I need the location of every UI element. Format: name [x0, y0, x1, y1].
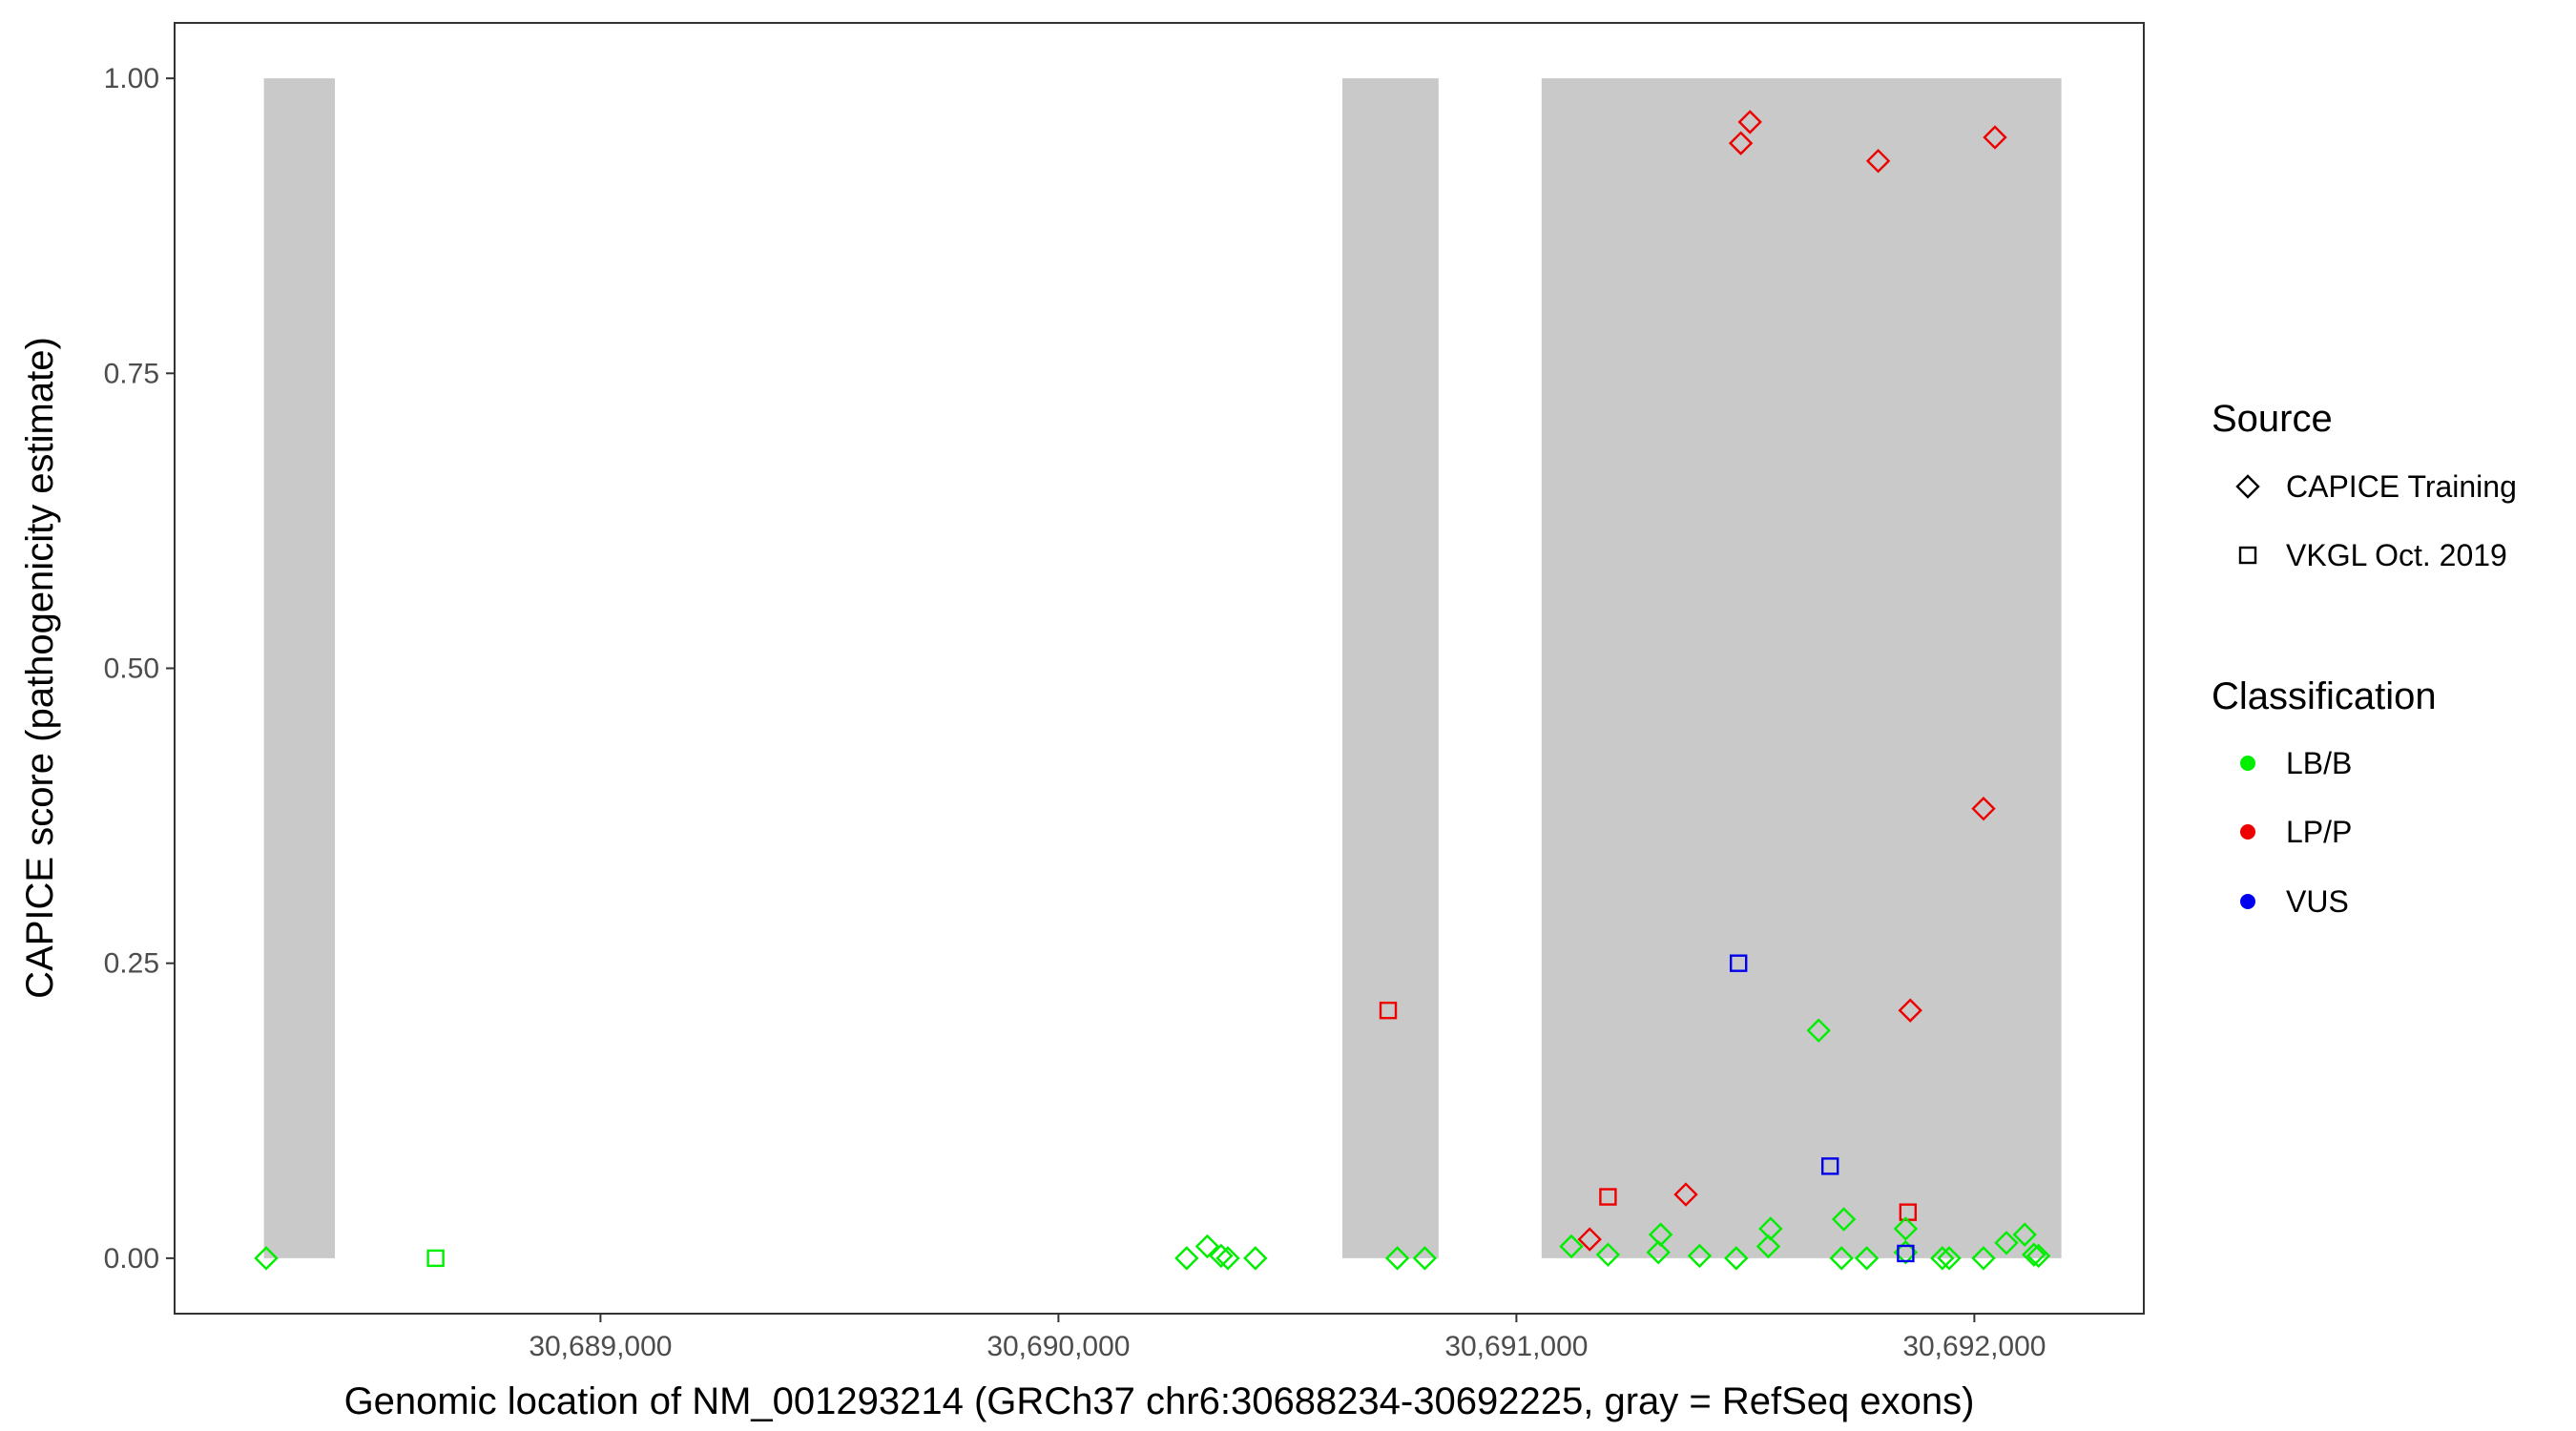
axes: 0.00 0.25 0.50 0.75 1.00 30,689,000 30,690,000… [104, 63, 2046, 1362]
point-diamond-9 [1412, 1246, 1438, 1271]
legend: Source CAPICE Training VKGL Oct. 2019 Cl… [2212, 398, 2517, 919]
exon-bands [263, 78, 2062, 1258]
point-diamond-18 [1724, 1246, 1749, 1271]
legend-label-lpp: LP/P [2286, 815, 2352, 849]
legend-dot-icon [2240, 756, 2255, 771]
point-diamond-43 [2025, 1243, 2051, 1269]
point-diamond-27 [1831, 1207, 1857, 1232]
point-diamond-29 [1865, 149, 1891, 174]
legend-title-source: Source [2212, 398, 2333, 440]
legend-item-vkgl: VKGL Oct. 2019 [2238, 538, 2507, 572]
point-diamond-3 [1195, 1234, 1220, 1259]
point-square-25 [1820, 1157, 1839, 1175]
point-diamond-35 [1930, 1246, 1955, 1271]
point-diamond-39 [1983, 125, 2007, 150]
point-diamond-26 [1829, 1246, 1854, 1271]
point-diamond-4 [1209, 1243, 1234, 1269]
legend-dot-icon [2240, 894, 2255, 909]
legend-label-vus: VUS [2286, 884, 2349, 919]
point-diamond-14 [1646, 1239, 1671, 1265]
point-diamond-23 [1758, 1216, 1783, 1241]
point-diamond-37 [1971, 1246, 1996, 1271]
y-tick-label: 0.25 [104, 948, 159, 980]
legend-label-vkgl: VKGL Oct. 2019 [2286, 538, 2507, 572]
point-diamond-31 [1898, 998, 1922, 1023]
y-axis-title: CAPICE score (pathogenicity estimate) [19, 337, 61, 999]
point-diamond-10 [1559, 1234, 1584, 1259]
point-diamond-6 [1243, 1246, 1268, 1271]
point-square-12 [1599, 1188, 1617, 1206]
y-tick-label: 1.00 [104, 63, 159, 94]
y-tick-label: 0.00 [104, 1243, 159, 1275]
point-diamond-22 [1755, 1234, 1781, 1259]
data-points [254, 110, 2051, 1271]
legend-item-lpp: LP/P [2240, 815, 2352, 849]
exon-band-1 [263, 78, 335, 1258]
point-diamond-42 [2022, 1242, 2046, 1267]
point-diamond-0 [254, 1246, 279, 1271]
y-tick-label: 0.50 [104, 653, 159, 685]
point-diamond-24 [1806, 1018, 1831, 1043]
point-diamond-13 [1595, 1242, 1621, 1267]
point-square-1 [426, 1249, 445, 1268]
point-diamond-17 [1687, 1243, 1713, 1269]
legend-square-icon [2238, 546, 2257, 565]
legend-dot-icon [2240, 824, 2255, 840]
point-square-7 [1379, 1001, 1398, 1020]
point-diamond-36 [1937, 1246, 1962, 1271]
legend-diamond-icon [2235, 474, 2260, 499]
point-diamond-2 [1174, 1246, 1199, 1271]
x-axis-title: Genomic location of NM_001293214 (GRCh37… [344, 1380, 1975, 1422]
x-tick-label: 30,692,000 [1902, 1331, 2046, 1362]
legend-item-lbb: LB/B [2240, 746, 2352, 780]
x-tick-label: 30,691,000 [1444, 1331, 1588, 1362]
point-diamond-21 [1737, 110, 1762, 135]
legend-label-lbb: LB/B [2286, 746, 2352, 780]
point-diamond-15 [1648, 1222, 1673, 1247]
legend-item-capice-training: CAPICE Training [2235, 469, 2517, 504]
point-diamond-11 [1577, 1227, 1602, 1252]
exon-band-3 [1541, 78, 2062, 1258]
point-diamond-28 [1854, 1246, 1880, 1271]
y-tick-label: 0.75 [104, 358, 159, 389]
x-tick-label: 30,689,000 [529, 1331, 672, 1362]
point-diamond-8 [1384, 1246, 1410, 1271]
point-diamond-19 [1728, 131, 1754, 156]
x-tick-label: 30,690,000 [987, 1331, 1130, 1362]
point-diamond-41 [2012, 1222, 2037, 1247]
point-diamond-5 [1215, 1246, 1240, 1271]
legend-title-classification: Classification [2212, 675, 2437, 717]
legend-item-vus: VUS [2240, 884, 2349, 919]
legend-label-capice-training: CAPICE Training [2286, 469, 2517, 504]
point-diamond-38 [1971, 796, 1996, 821]
exon-band-2 [1342, 78, 1439, 1258]
point-diamond-32 [1893, 1216, 1919, 1241]
point-square-34 [1897, 1244, 1915, 1263]
point-square-20 [1729, 954, 1748, 972]
point-diamond-16 [1673, 1182, 1698, 1207]
point-diamond-40 [1994, 1231, 2019, 1255]
